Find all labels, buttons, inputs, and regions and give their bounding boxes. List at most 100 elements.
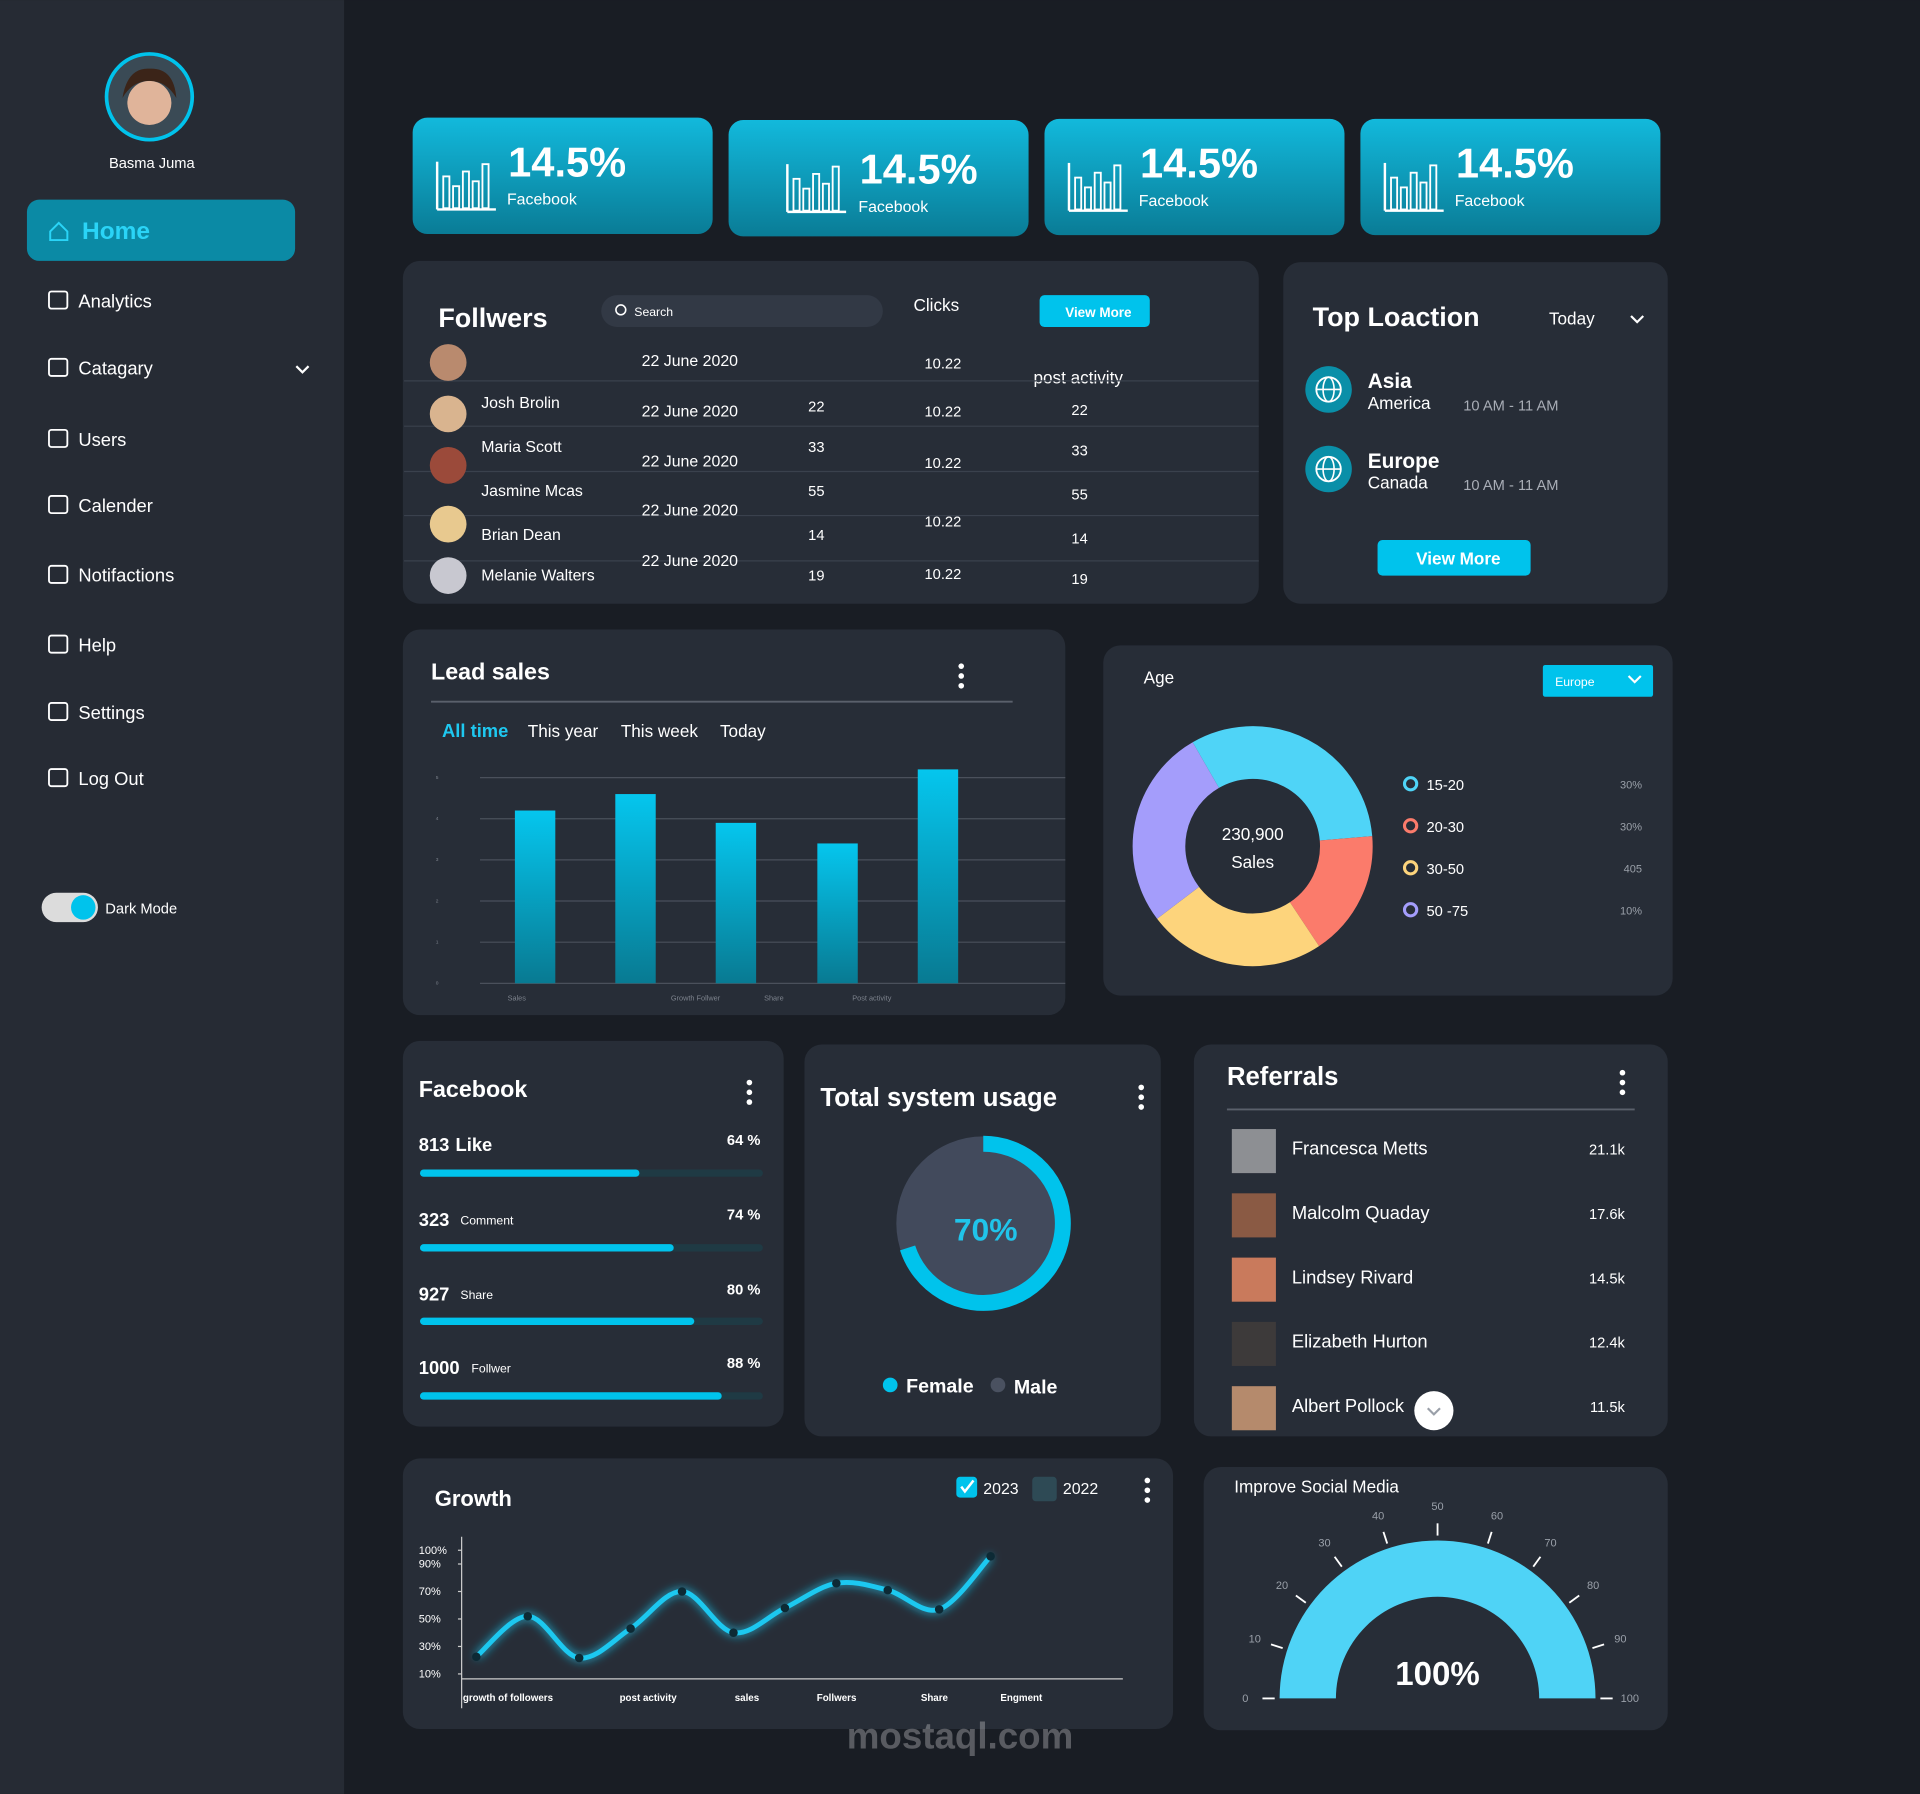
nav-icon — [48, 564, 69, 584]
card-title: Growth — [435, 1486, 512, 1511]
period-select[interactable]: Today — [1549, 309, 1595, 329]
view-more-button[interactable] — [1039, 295, 1150, 327]
legend-checkbox[interactable] — [1032, 1476, 1057, 1502]
menu-dot[interactable] — [1138, 1084, 1145, 1091]
legend-label: Female — [906, 1375, 974, 1397]
nav-icon — [48, 290, 69, 310]
follower-count: 14 — [808, 528, 824, 544]
menu-dot[interactable] — [1144, 1497, 1151, 1503]
menu-dot[interactable] — [1138, 1104, 1145, 1110]
x-tick-label: growth of followers — [463, 1693, 554, 1704]
menu-dot[interactable] — [746, 1079, 753, 1086]
location-time: 10 AM - 11 AM — [1463, 478, 1558, 494]
region-select-label[interactable]: Europe — [1555, 675, 1595, 689]
menu-dot[interactable] — [1619, 1089, 1626, 1096]
gauge-tick-label: 30 — [1318, 1538, 1330, 1550]
location-region: Asia — [1368, 370, 1412, 393]
button-label[interactable]: View More — [1416, 549, 1500, 569]
legend-label: 20-30 — [1427, 820, 1465, 836]
card-title: Facebook — [419, 1076, 528, 1102]
follower-count: 55 — [808, 484, 824, 500]
follower-count: 22 — [808, 399, 824, 415]
stat-label: Facebook — [858, 199, 928, 216]
legend-label: 2022 — [1063, 1481, 1099, 1498]
stat-label: Facebook — [507, 192, 577, 209]
chevron[interactable] — [1630, 315, 1645, 324]
menu-dot[interactable] — [1138, 1094, 1145, 1101]
nav-icon — [48, 768, 69, 788]
gauge-tick-label: 0 — [1242, 1693, 1248, 1705]
follower-date: 22 June 2020 — [642, 454, 739, 471]
follower-name: Brian Dean — [481, 527, 561, 544]
chevron[interactable] — [295, 365, 310, 374]
x-tick-label: Share — [764, 993, 784, 1002]
menu-dot[interactable] — [746, 1089, 753, 1096]
nav-item[interactable]: Analytics — [78, 290, 151, 311]
button-label[interactable]: View More — [1065, 305, 1132, 320]
nav-item[interactable]: Help — [78, 634, 116, 655]
ring-value: 70% — [954, 1211, 1018, 1247]
menu-dot[interactable] — [1619, 1079, 1626, 1086]
referral-value: 11.5k — [1590, 1400, 1625, 1416]
menu-dot[interactable] — [1144, 1477, 1151, 1484]
legend-share: 10% — [1620, 906, 1642, 918]
menu-dot[interactable] — [958, 663, 965, 669]
menu-dot[interactable] — [746, 1099, 753, 1105]
follower-post-activity: 33 — [1071, 444, 1087, 460]
follower-date: 22 June 2020 — [642, 403, 739, 420]
stat-card — [1044, 118, 1345, 236]
stat-value: 14.5% — [508, 138, 626, 185]
time-tab[interactable]: All time — [442, 720, 508, 741]
x-tick-label: Post activity — [852, 993, 891, 1002]
gauge-tick — [1568, 1594, 1580, 1604]
nav-item[interactable]: Users — [78, 429, 126, 450]
nav-item[interactable]: Home — [82, 218, 150, 245]
growth-point — [780, 1603, 790, 1613]
region-select[interactable] — [1542, 664, 1654, 697]
x-tick-label: sales — [735, 1693, 760, 1704]
referral-avatar — [1231, 1257, 1276, 1302]
metric-percent: 88 % — [727, 1356, 760, 1372]
menu-dot[interactable] — [1144, 1487, 1151, 1494]
nav-item[interactable]: Calender — [78, 495, 153, 516]
chevron[interactable] — [1627, 675, 1642, 684]
nav-item[interactable]: Log Out — [78, 768, 143, 789]
metric-count: 813 — [419, 1134, 450, 1155]
donut-total-label: Sales — [1231, 852, 1274, 872]
time-tab[interactable]: Today — [720, 721, 766, 741]
time-tab[interactable]: This week — [621, 721, 699, 741]
nav-item[interactable]: Settings — [78, 702, 144, 723]
ring-track — [896, 1136, 1071, 1311]
follower-avatar — [429, 395, 467, 433]
legend-marker — [1402, 818, 1419, 834]
gauge-tick — [1270, 1643, 1283, 1649]
donut-total: 230,900 — [1222, 824, 1284, 844]
follower-name: Melanie Walters — [481, 567, 594, 584]
search-box[interactable] — [601, 295, 883, 327]
menu-dot[interactable] — [958, 673, 965, 679]
referral-value: 12.4k — [1589, 1336, 1626, 1352]
y-tick-label: 4 — [436, 816, 439, 822]
progress-fill — [420, 1317, 695, 1325]
search-placeholder: Search — [634, 305, 673, 319]
time-tab[interactable]: This year — [528, 721, 599, 741]
x-tick-label: Follwers — [817, 1693, 857, 1704]
legend-share: 405 — [1624, 864, 1642, 876]
menu-dot[interactable] — [1619, 1069, 1626, 1076]
view-more-button[interactable] — [1377, 540, 1531, 576]
nav-icon — [48, 357, 69, 377]
location-time: 10 AM - 11 AM — [1463, 398, 1558, 414]
nav-item[interactable]: Catagary — [78, 358, 153, 379]
scroll-down-button[interactable] — [1414, 1391, 1454, 1431]
card — [402, 629, 1066, 1016]
y-tick-label: 10% — [419, 1669, 441, 1681]
y-tick-label: 90% — [419, 1559, 441, 1571]
nav-home-active[interactable] — [26, 199, 296, 261]
nav-item[interactable]: Notifactions — [78, 565, 174, 586]
chevron[interactable] — [1426, 1407, 1441, 1416]
profile-name: Basma Juma — [109, 156, 196, 172]
menu-dot[interactable] — [958, 682, 965, 689]
referral-avatar — [1231, 1386, 1276, 1431]
gauge-tick-label: 90 — [1614, 1634, 1626, 1646]
